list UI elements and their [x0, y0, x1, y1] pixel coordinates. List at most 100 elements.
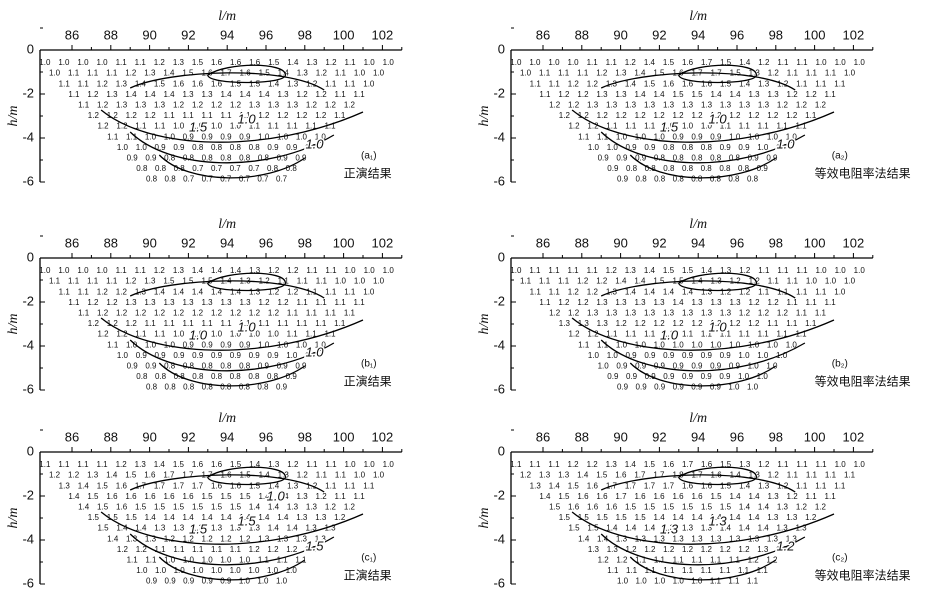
data-value: 1.3	[758, 101, 770, 110]
data-value: 1.2	[106, 298, 118, 307]
data-value: 1.2	[768, 471, 780, 480]
data-value: 1.1	[625, 122, 637, 131]
data-value: 1.2	[344, 101, 356, 110]
data-value: 0.9	[165, 577, 177, 586]
data-value: 1.4	[663, 287, 675, 296]
data-value: 1.1	[815, 309, 827, 318]
contour-line	[678, 272, 758, 292]
data-value: 0.8	[230, 372, 242, 381]
data-value: 1.1	[739, 330, 751, 339]
data-value: 1.5	[230, 460, 242, 469]
data-value: 1.0	[249, 330, 261, 339]
data-value: 0.9	[663, 372, 675, 381]
data-value: 1.0	[192, 330, 204, 339]
data-value: 1.0	[345, 266, 357, 275]
data-value: 1.1	[334, 111, 346, 120]
data-value: 1.1	[78, 79, 90, 88]
data-value: 1.2	[815, 101, 827, 110]
data-value: 1.6	[182, 492, 194, 501]
data-value: 1.3	[606, 101, 618, 110]
data-value: 1.1	[510, 460, 522, 469]
data-value: 1.4	[606, 524, 618, 533]
x-tick-label: 100	[333, 27, 355, 42]
data-value: 1.2	[88, 111, 100, 120]
data-value: 1.2	[296, 111, 308, 120]
data-value: 1.1	[306, 460, 318, 469]
data-value: 1.5	[616, 513, 628, 522]
data-value: 1.4	[549, 481, 561, 490]
data-value: 1.1	[258, 319, 270, 328]
panel-caption: 等效电阻率法结果	[815, 568, 911, 583]
data-value: 1.6	[211, 460, 223, 469]
data-value: 0.9	[211, 351, 223, 360]
data-value: 1.5	[720, 460, 732, 469]
data-value: 1.0	[728, 383, 740, 392]
data-value: 1.0	[183, 556, 195, 565]
data-value: 1.2	[306, 101, 318, 110]
data-value: 0.9	[720, 143, 732, 152]
data-value: 1.3	[691, 534, 703, 543]
data-value: 1.6	[663, 460, 675, 469]
data-value: 1.0	[136, 143, 148, 152]
data-value: 1.6	[587, 503, 599, 512]
data-value: 1.6	[211, 481, 223, 490]
data-value: 0.8	[136, 164, 148, 173]
data-value: 1.4	[164, 513, 176, 522]
data-value: 1.1	[758, 287, 770, 296]
contour-line	[129, 280, 325, 299]
data-value: 1.1	[78, 101, 90, 110]
data-value: 1.6	[653, 492, 665, 501]
data-value: 1.1	[644, 122, 656, 131]
data-value: 1.2	[192, 101, 204, 110]
data-value: 1.3	[154, 524, 166, 533]
data-value: 0.7	[183, 175, 195, 184]
data-value: 1.3	[768, 90, 780, 99]
data-value: 0.9	[719, 372, 731, 381]
data-value: 1.3	[615, 69, 627, 78]
data-value: 1.2	[635, 111, 647, 120]
data-value: 1.6	[587, 481, 599, 490]
data-value: 0.8	[155, 372, 167, 381]
data-value: 1.3	[144, 298, 156, 307]
data-value: 1.0	[173, 330, 185, 339]
data-value: 1.1	[68, 298, 80, 307]
contour-line	[207, 64, 287, 84]
data-value: 1.6	[163, 492, 175, 501]
data-value: 1.2	[568, 330, 580, 339]
data-value: 1.3	[258, 534, 270, 543]
data-value: 1.2	[97, 79, 109, 88]
data-value: 1.5	[568, 481, 580, 490]
data-value: 1.4	[672, 513, 684, 522]
contour-line	[600, 72, 796, 91]
data-value: 1.2	[549, 309, 561, 318]
data-value: 0.9	[701, 372, 713, 381]
data-value: 1.2	[316, 90, 328, 99]
data-value: 1.1	[805, 319, 817, 328]
data-value: 1.1	[606, 330, 618, 339]
data-value: 1.3	[182, 298, 194, 307]
data-value: 1.5	[663, 58, 675, 67]
data-value: 1.1	[796, 58, 808, 67]
data-value: 1.3	[663, 524, 675, 533]
contour-label: 1.5	[189, 521, 208, 536]
data-value: 0.8	[663, 164, 675, 173]
data-value: 1.1	[796, 79, 808, 88]
data-value: 1.1	[719, 566, 731, 575]
data-value: 1.2	[316, 492, 328, 501]
data-value: 1.2	[297, 471, 309, 480]
data-value: 1.0	[345, 460, 357, 469]
data-value: 1.3	[116, 79, 128, 88]
data-value: 1.2	[211, 309, 223, 318]
data-value: 1.0	[520, 69, 532, 78]
data-value: 1.5	[154, 79, 166, 88]
data-value: 1.5	[87, 492, 99, 501]
data-value: 1.2	[606, 266, 618, 275]
data-value: 1.1	[49, 277, 61, 286]
data-value: 1.2	[749, 277, 761, 286]
x-tick-label: 88	[575, 27, 589, 42]
data-value: 1.1	[344, 287, 356, 296]
data-value: 1.2	[568, 79, 580, 88]
